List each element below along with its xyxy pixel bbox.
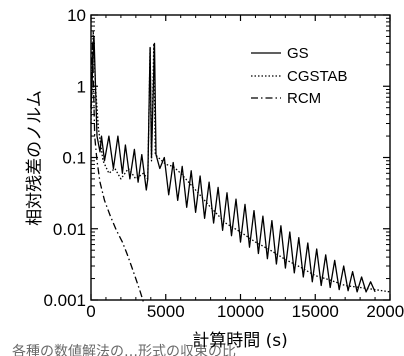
legend: GS CGSTAB RCM	[251, 45, 348, 107]
y-tick-label: 10	[67, 6, 86, 25]
y-tick-label: 0.1	[62, 149, 86, 168]
series-line-cgstab	[90, 30, 391, 293]
y-tick-labels: 0.001 0.01 0.1 1 10	[43, 6, 86, 310]
y-tick-label: 0.01	[53, 220, 86, 239]
x-tick-label: 5000	[147, 302, 185, 321]
caption-fragment: 各種の数値解法の…形式の収束の比	[12, 344, 236, 356]
series-line-gs	[90, 35, 376, 293]
legend-label-rcm: RCM	[287, 90, 321, 107]
series-line-rcm	[90, 42, 144, 302]
legend-label-cgstab: CGSTAB	[287, 68, 348, 85]
series-lines	[90, 30, 391, 302]
x-tick-label: 15000	[292, 302, 339, 321]
y-tick-label: 0.001	[43, 291, 86, 310]
legend-label-gs: GS	[287, 45, 309, 62]
x-tick-label: 0	[86, 302, 95, 321]
x-axis-title: 計算時間 (s)	[192, 331, 288, 351]
y-axis-title: 相対残差のノルム	[25, 90, 45, 226]
y-tick-label: 1	[77, 77, 86, 96]
axis-ticks	[90, 14, 391, 301]
x-tick-label: 10000	[217, 302, 264, 321]
